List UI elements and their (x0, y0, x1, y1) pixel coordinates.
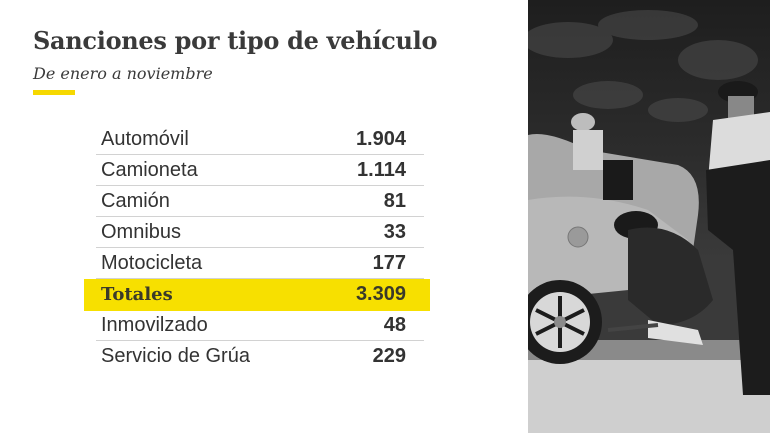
table-row: Automóvil 1.904 (96, 124, 424, 155)
row-label: Omnibus (101, 220, 182, 243)
table-row: Servicio de Grúa 229 (96, 341, 424, 372)
row-value: 1.114 (357, 158, 406, 181)
page-subtitle: De enero a noviembre (33, 64, 213, 83)
totals-label: Totales (101, 284, 173, 305)
row-value: 81 (383, 189, 406, 212)
row-label: Motocicleta (101, 251, 203, 274)
table-row: Camión 81 (96, 186, 424, 217)
row-label: Servicio de Grúa (101, 345, 250, 367)
table-row: Camioneta 1.114 (96, 155, 424, 186)
row-value: 177 (372, 251, 406, 274)
sanctions-table: Automóvil 1.904 Camioneta 1.114 Camión 8… (84, 124, 430, 372)
totals-row: Totales 3.309 (84, 279, 430, 311)
row-value: 1.904 (355, 127, 406, 150)
row-value: 48 (383, 313, 406, 336)
totals-value: 3.309 (355, 283, 406, 305)
table-row: Omnibus 33 (96, 217, 424, 248)
photo-illustration (528, 0, 770, 433)
accent-bar (33, 90, 75, 95)
row-label: Inmovilzado (101, 313, 208, 336)
row-value: 229 (372, 345, 406, 367)
table-row: Motocicleta 177 (96, 248, 424, 279)
row-label: Automóvil (101, 127, 189, 150)
officers-photo (528, 0, 770, 433)
row-label: Camioneta (101, 158, 198, 181)
table-row: Inmovilzado 48 (96, 310, 424, 341)
row-label: Camión (101, 189, 170, 212)
page-title: Sanciones por tipo de vehículo (33, 26, 438, 55)
row-value: 33 (383, 220, 406, 243)
